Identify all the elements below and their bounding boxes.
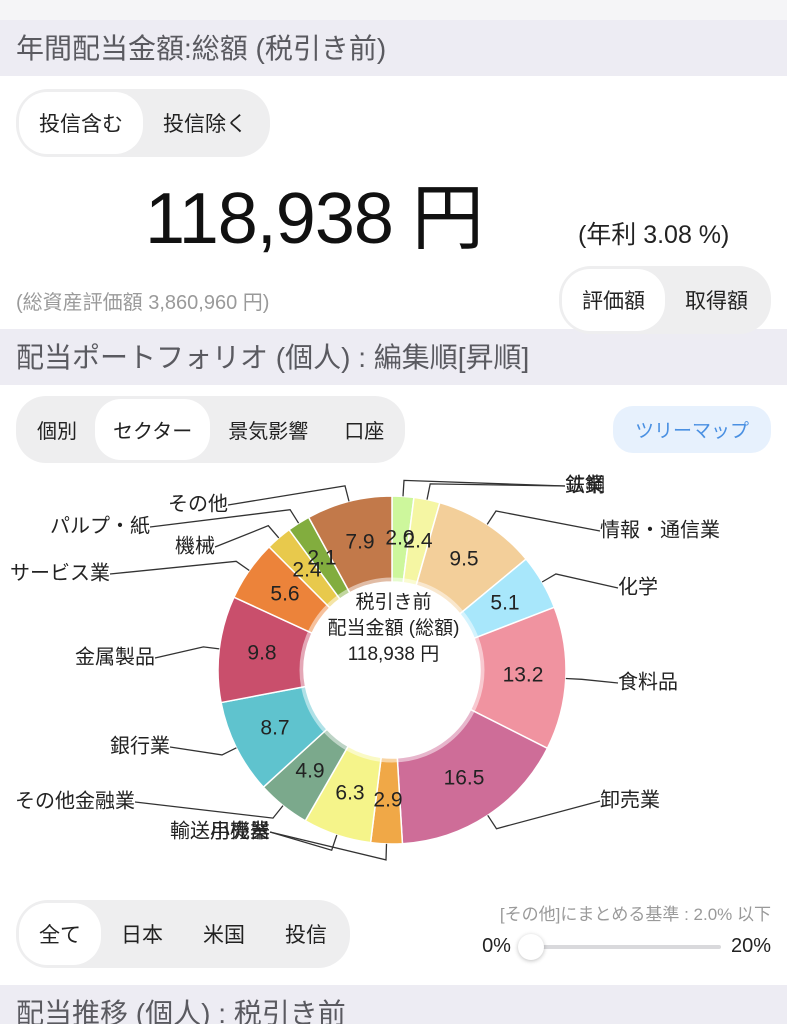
svg-text:輸送用機器: 輸送用機器: [170, 820, 270, 843]
svg-text:その他金融業: その他金融業: [15, 790, 135, 813]
svg-text:機械: 機械: [175, 535, 215, 558]
svg-text:情報・通信業: 情報・通信業: [600, 519, 720, 542]
svg-text:6.3: 6.3: [335, 782, 364, 805]
svg-text:8.7: 8.7: [260, 717, 289, 740]
svg-text:7.9: 7.9: [345, 531, 374, 554]
svg-text:2.4: 2.4: [403, 530, 433, 553]
svg-text:2.1: 2.1: [307, 547, 336, 570]
svg-text:サービス業: サービス業: [10, 562, 110, 585]
svg-text:13.2: 13.2: [503, 664, 544, 687]
svg-text:2.9: 2.9: [373, 789, 402, 812]
svg-text:9.5: 9.5: [449, 548, 478, 571]
svg-text:食料品: 食料品: [618, 671, 678, 694]
svg-text:鉄鋼: 鉄鋼: [565, 474, 605, 497]
svg-text:その他: その他: [168, 493, 228, 516]
svg-text:4.9: 4.9: [295, 760, 324, 783]
svg-text:16.5: 16.5: [444, 767, 485, 790]
svg-text:卸売業: 卸売業: [600, 789, 660, 812]
svg-text:銀行業: 銀行業: [110, 735, 170, 758]
svg-text:パルプ・紙: パルプ・紙: [50, 515, 150, 538]
